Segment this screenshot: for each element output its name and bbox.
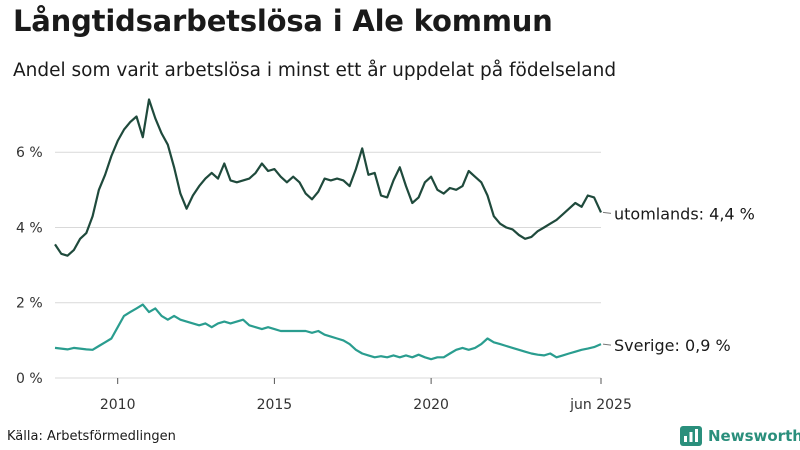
x-tick-label: 2015 — [257, 397, 293, 413]
x-axis-ticks: 2010 2015 2020 jun 2025 — [100, 378, 632, 413]
series-line-utomlands — [54, 98, 602, 257]
end-label-connector — [602, 211, 612, 214]
x-tick-label: 2020 — [413, 397, 449, 413]
y-tick-label: 2 % — [16, 296, 43, 312]
end-label-sverige: Sverige: 0,9 % — [614, 336, 731, 355]
source-note: Källa: Arbetsförmedlingen — [7, 429, 176, 444]
y-tick-label: 0 % — [16, 371, 43, 387]
y-tick-label: 4 % — [16, 220, 43, 236]
chart-title: Långtidsarbetslösa i Ale kommun — [13, 4, 553, 38]
end-label-utomlands: utomlands: 4,4 % — [614, 204, 755, 223]
y-axis-ticks: 0 % 2 % 4 % 6 % — [16, 145, 43, 387]
series-line-sverige — [54, 303, 602, 361]
chart-subtitle: Andel som varit arbetslösa i minst ett å… — [13, 60, 617, 81]
x-tick-label: jun 2025 — [569, 397, 632, 413]
end-label-connector — [602, 343, 612, 346]
brand-logo[interactable]: Newsworthy — [680, 426, 800, 446]
bar-chart-logo-icon — [680, 426, 702, 446]
series-lines — [54, 98, 602, 361]
end-labels: utomlands: 4,4 % Sverige: 0,9 % — [602, 204, 755, 355]
gridlines — [55, 151, 601, 379]
y-tick-label: 6 % — [16, 145, 43, 161]
x-tick-label: 2010 — [100, 397, 136, 413]
brand-name: Newsworthy — [708, 427, 800, 445]
